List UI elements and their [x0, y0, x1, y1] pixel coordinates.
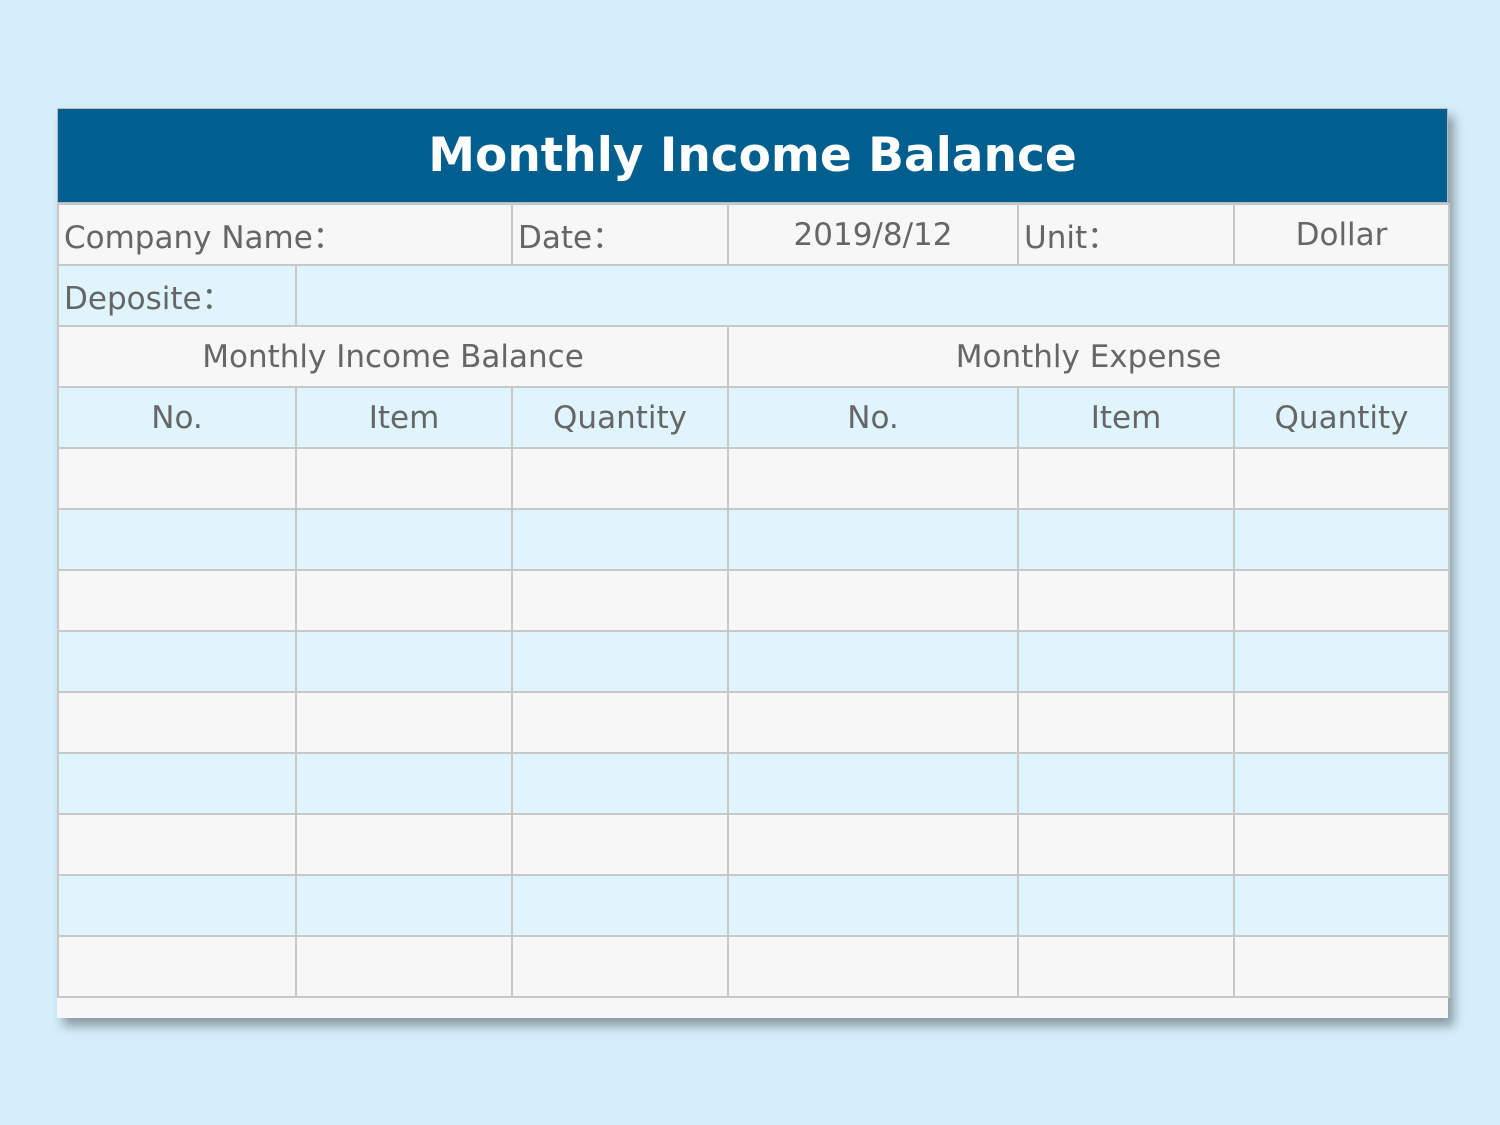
table-cell[interactable] [511, 752, 730, 815]
balance-sheet: Monthly Income Balance Company Name： Dat… [56, 108, 1451, 1018]
table-cell[interactable] [57, 752, 297, 815]
expense-section-header: Monthly Expense [727, 325, 1451, 388]
col-expense-no: No. [727, 386, 1020, 449]
date-label: Date： [511, 203, 730, 266]
table-cell[interactable] [294, 935, 514, 998]
income-section-header: Monthly Income Balance [56, 325, 730, 388]
table-row [57, 813, 1451, 876]
table-cell[interactable] [1233, 691, 1451, 754]
table-cell[interactable] [511, 447, 730, 510]
table-cell[interactable] [727, 630, 1020, 693]
table-cell[interactable] [294, 630, 514, 693]
table-cell[interactable] [511, 508, 730, 571]
table-cell[interactable] [727, 935, 1020, 998]
table-cell[interactable] [511, 813, 730, 876]
table-cell[interactable] [1233, 935, 1451, 998]
col-expense-quantity: Quantity [1233, 386, 1451, 449]
sheet-title: Monthly Income Balance [57, 108, 1448, 203]
table-cell[interactable] [511, 935, 730, 998]
table-cell[interactable] [1233, 569, 1451, 632]
table-cell[interactable] [727, 691, 1020, 754]
table-row [57, 569, 1451, 632]
unit-label: Unit： [1017, 203, 1236, 266]
date-value[interactable]: 2019/8/12 [727, 203, 1020, 266]
table-cell[interactable] [511, 630, 730, 693]
table-cell[interactable] [57, 447, 297, 510]
deposit-label: Deposite： [57, 264, 297, 327]
unit-value[interactable]: Dollar [1233, 203, 1451, 266]
table-cell[interactable] [1017, 752, 1236, 815]
table-cell[interactable] [1233, 813, 1451, 876]
table-cell[interactable] [57, 569, 297, 632]
table-cell[interactable] [1017, 447, 1236, 510]
table-cell[interactable] [57, 630, 297, 693]
table-cell[interactable] [294, 569, 514, 632]
table-cell[interactable] [1017, 630, 1236, 693]
table-cell[interactable] [727, 569, 1020, 632]
table-cell[interactable] [294, 508, 514, 571]
table-cell[interactable] [1017, 691, 1236, 754]
table-cell[interactable] [57, 874, 297, 937]
table-cell[interactable] [727, 508, 1020, 571]
table-cell[interactable] [294, 874, 514, 937]
table-row [57, 508, 1451, 571]
table-cell[interactable] [1233, 508, 1451, 571]
deposit-value[interactable] [294, 264, 1451, 327]
table-cell[interactable] [511, 569, 730, 632]
info-row: Company Name： Date： 2019/8/12 Unit： Doll… [56, 203, 1451, 266]
table-cell[interactable] [57, 508, 297, 571]
col-expense-item: Item [1017, 386, 1236, 449]
table-cell[interactable] [1017, 569, 1236, 632]
table-row [57, 874, 1451, 937]
table-cell[interactable] [294, 752, 514, 815]
col-income-quantity: Quantity [511, 386, 730, 449]
table-cell[interactable] [1233, 630, 1451, 693]
table-cell[interactable] [57, 935, 297, 998]
table-cell[interactable] [1233, 447, 1451, 510]
table-cell[interactable] [294, 691, 514, 754]
company-name-label[interactable]: Company Name： [56, 203, 514, 266]
balance-table: Company Name： Date： 2019/8/12 Unit： Doll… [56, 203, 1451, 998]
table-cell[interactable] [727, 813, 1020, 876]
table-cell[interactable] [1233, 874, 1451, 937]
table-cell[interactable] [1017, 874, 1236, 937]
table-cell[interactable] [294, 447, 514, 510]
col-income-no: No. [57, 386, 297, 449]
table-cell[interactable] [1017, 935, 1236, 998]
table-cell[interactable] [294, 813, 514, 876]
table-row [57, 630, 1451, 693]
table-cell[interactable] [1017, 508, 1236, 571]
column-header-row: No. Item Quantity No. Item Quantity [57, 386, 1451, 449]
table-row [57, 935, 1451, 998]
table-row [57, 752, 1451, 815]
table-cell[interactable] [727, 874, 1020, 937]
section-row: Monthly Income Balance Monthly Expense [56, 325, 1451, 388]
table-row [57, 691, 1451, 754]
table-cell[interactable] [1017, 813, 1236, 876]
table-cell[interactable] [57, 813, 297, 876]
deposit-row: Deposite： [57, 264, 1451, 327]
table-cell[interactable] [511, 874, 730, 937]
col-income-item: Item [294, 386, 514, 449]
table-cell[interactable] [57, 691, 297, 754]
table-cell[interactable] [1233, 752, 1451, 815]
table-cell[interactable] [727, 752, 1020, 815]
table-cell[interactable] [511, 691, 730, 754]
table-row [57, 447, 1451, 510]
table-cell[interactable] [727, 447, 1020, 510]
